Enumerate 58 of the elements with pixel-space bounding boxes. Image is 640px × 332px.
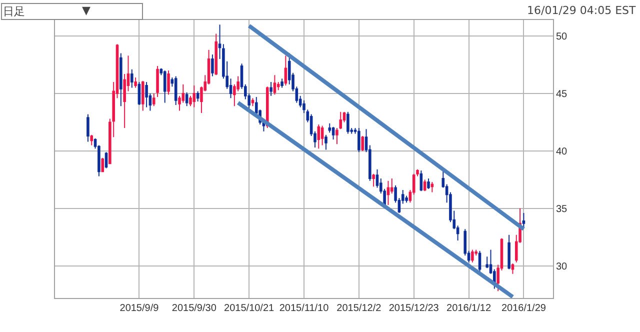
candlestick bbox=[386, 180, 390, 206]
y-tick-label: 45 bbox=[556, 89, 568, 100]
x-tick-label: 2016/1/12 bbox=[446, 303, 492, 314]
candlestick bbox=[346, 111, 350, 134]
candlestick bbox=[156, 65, 159, 98]
candlestick bbox=[134, 76, 137, 88]
candlestick bbox=[471, 249, 474, 263]
text: 16/01/29 04:05 EST bbox=[527, 4, 636, 17]
candlestick bbox=[358, 127, 360, 153]
candlestick bbox=[427, 178, 430, 190]
text: 日足 bbox=[3, 5, 25, 18]
candlestick bbox=[141, 80, 144, 112]
candlestick bbox=[196, 90, 200, 102]
candlestick bbox=[511, 263, 514, 274]
candlestick bbox=[251, 98, 254, 107]
candlestick bbox=[101, 157, 104, 172]
x-tick-label: 2015/10/21 bbox=[224, 303, 275, 314]
candlestick bbox=[284, 55, 288, 86]
candlestick bbox=[324, 134, 328, 150]
candlestick bbox=[372, 173, 375, 188]
candlestick bbox=[317, 124, 320, 150]
x-tick-label: 2015/9/30 bbox=[172, 303, 217, 314]
y-tick-label: 30 bbox=[556, 261, 568, 272]
candlestick bbox=[478, 250, 482, 272]
candlestick bbox=[320, 125, 324, 146]
candlestick bbox=[508, 234, 510, 270]
candlestick bbox=[167, 70, 170, 96]
x-tick-label: 2015/11/10 bbox=[279, 303, 330, 314]
candlestick bbox=[152, 93, 156, 107]
candlestick bbox=[522, 212, 526, 228]
candlestick bbox=[361, 136, 364, 152]
candlestick bbox=[332, 126, 335, 140]
candlestick bbox=[86, 114, 90, 142]
candlestick bbox=[430, 181, 434, 193]
y-tick-label: 40 bbox=[556, 146, 568, 158]
x-tick-label: 2015/9/9 bbox=[120, 303, 160, 314]
candlestick bbox=[185, 92, 188, 107]
candlestick bbox=[280, 78, 284, 88]
x-tick-label: 2016/1/29 bbox=[501, 303, 546, 314]
candlestick bbox=[423, 179, 426, 192]
y-tick-label: 50 bbox=[556, 32, 568, 43]
x-tick-label: 2015/12/23 bbox=[388, 303, 440, 314]
text: ▼ bbox=[82, 4, 91, 17]
candlestick bbox=[192, 84, 196, 108]
candlestick bbox=[138, 82, 141, 106]
candlestick bbox=[130, 68, 134, 88]
candlestick bbox=[174, 76, 178, 106]
candlestick bbox=[145, 82, 148, 108]
candlestick bbox=[211, 54, 214, 77]
candlestick bbox=[214, 33, 218, 76]
y-tick-label: 35 bbox=[556, 204, 568, 215]
candlestick bbox=[273, 74, 276, 96]
candlestick bbox=[420, 170, 423, 192]
candlestick bbox=[90, 134, 94, 146]
x-tick-label: 2015/12/2 bbox=[336, 303, 382, 314]
candlestick bbox=[163, 70, 166, 104]
candlestick bbox=[270, 82, 272, 96]
candlestick bbox=[120, 52, 122, 107]
